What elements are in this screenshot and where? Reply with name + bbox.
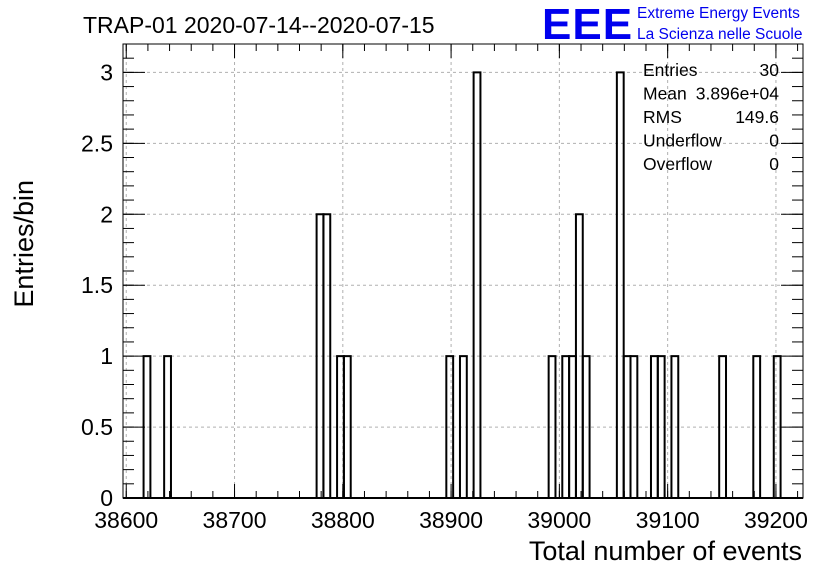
logo-caption-line1: Extreme Energy Events (637, 5, 800, 22)
y-axis-label: Entries/bin (9, 180, 39, 308)
x-tick-labels: 38600 38700 38800 38900 39000 39100 39200 (94, 507, 808, 533)
stats-label-overflow: Overflow (643, 154, 712, 174)
x-tick-label: 39000 (527, 507, 591, 533)
histogram-bar (458, 355, 468, 498)
histogram-bars (123, 71, 803, 499)
y-tick-labels: 0 0.5 1 1.5 2 2.5 3 (81, 59, 113, 511)
histogram-bar (718, 355, 728, 498)
stats-value-rms: 149.6 (735, 107, 779, 127)
y-tick-label: 0 (100, 485, 113, 511)
y-tick-label: 1.5 (81, 272, 113, 298)
chart-title: TRAP-01 2020-07-14--2020-07-15 (83, 12, 435, 38)
histogram-bar (656, 355, 666, 498)
histogram-bar (322, 213, 332, 498)
stats-label-underflow: Underflow (643, 131, 722, 151)
histogram-bar (752, 355, 762, 498)
stats-value-entries: 30 (760, 60, 780, 80)
histogram-bar (163, 355, 172, 498)
y-tick-label: 1 (100, 343, 113, 369)
ticks-layer (123, 43, 803, 499)
logo-caption-line2: La Scienza nelle Scuole (637, 26, 802, 43)
y-tick-label: 2.5 (81, 130, 113, 156)
x-axis-label: Total number of events (529, 536, 802, 566)
stats-label-entries: Entries (643, 60, 698, 80)
stats-box: Entries 30 Mean 3.896e+04 RMS 149.6 Underflow 0… (643, 60, 779, 174)
eee-logo: EEE Extreme Energy Events La Scienza nel… (542, 0, 802, 49)
logo-mark: EEE (542, 0, 633, 49)
stats-value-overflow: 0 (769, 154, 779, 174)
histogram-bar (615, 71, 625, 498)
x-tick-label: 39200 (744, 507, 808, 533)
x-tick-label: 39100 (636, 507, 700, 533)
stats-label-mean: Mean (643, 84, 687, 104)
y-tick-label: 3 (100, 59, 113, 85)
grid-layer (123, 44, 803, 498)
histogram-bar (547, 355, 557, 498)
y-tick-label: 0.5 (81, 414, 113, 440)
y-tick-label: 2 (100, 201, 113, 227)
histogram-bar (142, 355, 152, 498)
histogram-bar (445, 355, 455, 498)
x-tick-label: 38600 (94, 507, 158, 533)
stats-value-mean: 3.896e+04 (696, 84, 779, 104)
x-tick-label: 38800 (311, 507, 375, 533)
stats-label-rms: RMS (643, 107, 682, 127)
histogram-bar (342, 355, 352, 498)
histogram-bar (581, 355, 591, 498)
histogram-bar (629, 355, 639, 498)
histogram-bar (772, 355, 782, 498)
plot-frame (122, 43, 804, 499)
histogram-bar (472, 71, 482, 498)
x-tick-label: 38900 (419, 507, 483, 533)
stats-value-underflow: 0 (769, 131, 779, 151)
histogram-bar (670, 355, 680, 498)
x-tick-label: 38700 (203, 507, 267, 533)
